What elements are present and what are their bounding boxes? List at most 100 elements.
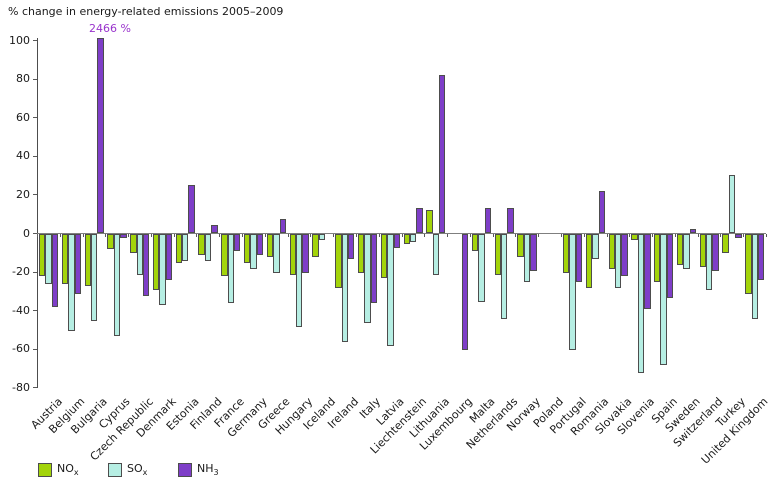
y-tick (33, 348, 37, 350)
y-tick-label: 60 (16, 110, 30, 124)
y-tick-label: 20 (16, 187, 30, 201)
bar-iceland-sox (318, 234, 326, 240)
legend-label-nh3: NH3 (197, 462, 219, 478)
bar-denmark-nh3 (165, 234, 173, 281)
bar-luxembourg-nh3 (461, 234, 469, 350)
legend-item-nh3: NH3 (178, 462, 219, 477)
bar-ireland-nox (335, 234, 342, 289)
bar-netherlands-sox (501, 234, 508, 319)
bar-latvia-nox (380, 234, 388, 279)
bar-norway-sox (523, 234, 531, 283)
legend-item-sox: SOx (108, 462, 147, 477)
bar-ireland-nh3 (347, 234, 355, 260)
bar-ireland-sox (341, 234, 348, 343)
bar-slovakia-nox (608, 234, 615, 269)
bar-france-nox (221, 234, 228, 277)
bar-malta-sox (478, 234, 485, 302)
bar-belgium-nox (61, 234, 69, 285)
x-tick (674, 234, 676, 237)
bar-liechtenstein-sox (409, 234, 417, 242)
bar-liechtenstein-nh3 (416, 207, 423, 233)
y-tick (33, 310, 37, 312)
y-tick-label: -40 (12, 303, 30, 317)
bar-italy-nox (357, 234, 365, 273)
bar-bulgaria-nh3 (97, 38, 104, 233)
x-tick (538, 234, 540, 237)
bar-spain-sox (660, 234, 667, 366)
x-tick (766, 234, 767, 237)
bar-greece-nox (266, 234, 274, 258)
bar-romania-sox (592, 234, 599, 260)
x-tick (583, 234, 585, 237)
bar-sweden-nox (676, 234, 684, 265)
bar-germany-sox (250, 234, 257, 269)
bar-portugal-nh3 (575, 234, 583, 283)
bar-bulgaria-sox (90, 234, 98, 321)
bar-belgium-nh3 (74, 234, 81, 294)
bar-spain-nh3 (666, 234, 674, 298)
bar-united-kingdom-nh3 (758, 234, 765, 281)
x-tick (242, 234, 244, 237)
bar-slovenia-nh3 (644, 234, 651, 310)
bar-latvia-nh3 (393, 234, 400, 248)
bar-united-kingdom-nox (745, 234, 752, 294)
legend-label-nox: NOx (57, 462, 79, 478)
bulgaria-nh3-annotation: 2466 % (89, 22, 131, 35)
bar-portugal-nox (562, 234, 570, 273)
bar-belgium-sox (68, 234, 75, 331)
bar-romania-nh3 (598, 190, 605, 233)
y-axis-line (37, 38, 38, 388)
bar-united-kingdom-sox (751, 234, 758, 319)
legend-label-sox: SOx (127, 462, 148, 478)
y-tick (33, 117, 37, 119)
bar-switzerland-nh3 (712, 234, 719, 271)
bar-iceland-nox (312, 234, 319, 258)
x-tick (105, 234, 107, 237)
bar-czech-republic-nox (130, 234, 137, 254)
x-tick (697, 234, 699, 237)
bar-italy-nh3 (370, 234, 378, 304)
x-tick (173, 234, 175, 237)
bar-sweden-sox (683, 234, 690, 269)
x-tick (287, 234, 289, 237)
bar-lithuania-sox (432, 234, 440, 275)
bar-estonia-nh3 (188, 184, 195, 233)
x-tick (401, 234, 403, 237)
bar-switzerland-sox (706, 234, 713, 290)
bar-netherlands-nh3 (507, 207, 514, 233)
bar-austria-sox (45, 234, 52, 285)
x-tick (515, 234, 517, 237)
y-tick (33, 387, 37, 389)
bar-denmark-nox (152, 234, 160, 290)
y-tick-label: -80 (12, 380, 30, 394)
bar-greece-sox (273, 234, 280, 273)
bar-estonia-nox (175, 234, 183, 263)
bar-turkey-nh3 (735, 234, 742, 238)
x-tick (606, 234, 608, 237)
bar-austria-nox (39, 234, 46, 277)
x-tick (150, 234, 152, 237)
bar-cyprus-sox (113, 234, 121, 337)
bar-hungary-sox (295, 234, 303, 327)
x-tick (629, 234, 631, 237)
y-tick (33, 155, 37, 157)
bar-spain-nox (654, 234, 661, 283)
x-tick (424, 234, 426, 237)
x-tick (720, 234, 722, 237)
chart-title: % change in energy-related emissions 200… (8, 5, 284, 18)
bar-portugal-sox (569, 234, 576, 350)
y-tick-label: 0 (23, 226, 30, 240)
bar-hungary-nox (289, 234, 296, 275)
bar-slovenia-nox (631, 234, 638, 240)
legend-item-nox: NOx (38, 462, 79, 477)
x-tick (82, 234, 84, 237)
y-tick-label: 40 (16, 149, 30, 163)
x-tick (355, 234, 357, 237)
bar-lithuania-nh3 (439, 74, 446, 233)
x-tick (447, 234, 449, 237)
y-tick-label: -60 (12, 342, 30, 356)
bar-estonia-sox (182, 234, 189, 262)
bar-czech-republic-nh3 (142, 234, 150, 296)
bar-italy-sox (364, 234, 371, 323)
